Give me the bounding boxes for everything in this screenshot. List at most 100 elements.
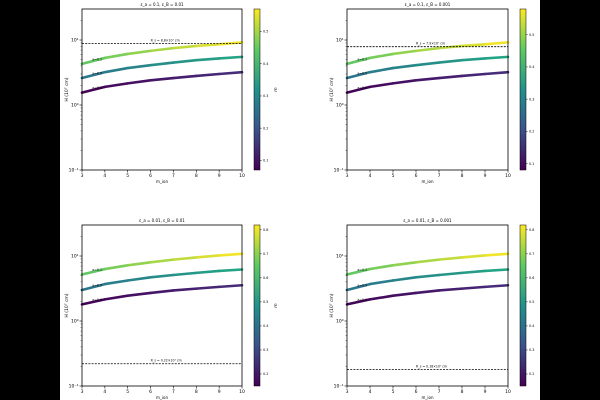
data-point	[392, 53, 394, 55]
colorbar-tick-label: 0.8	[529, 228, 534, 232]
data-point	[172, 258, 175, 261]
data-point	[126, 279, 129, 282]
data-point	[195, 271, 198, 274]
x-tick-label: 7	[172, 173, 175, 179]
series-line-segment	[483, 55, 510, 60]
series-line-segment	[368, 279, 395, 286]
series-line-segment	[414, 289, 441, 295]
data-point	[172, 274, 175, 276]
data-point	[484, 57, 486, 60]
colorbar-tick-label: 0.5	[529, 300, 534, 304]
panel-title: ε_a = 0.1, ε_B = 0.01	[140, 2, 184, 7]
series-line-segment	[149, 46, 175, 53]
series-line-segment	[103, 294, 130, 301]
x-tick-label: 7	[172, 389, 175, 395]
series-line-segment	[483, 283, 510, 289]
rs-line-label: R_s = 8.8×10⁷ cm	[151, 39, 180, 43]
rs-line-label: R_s = 0.18×10⁷ cm	[416, 364, 447, 368]
y-axis-label: H (10⁷ cm)	[329, 293, 335, 317]
series-label: a=0.5	[92, 72, 102, 76]
data-point	[461, 256, 463, 259]
series-line-segment	[345, 282, 372, 292]
data-point	[369, 298, 371, 301]
series-line-segment	[172, 271, 198, 277]
data-point	[369, 268, 371, 270]
colorbar-tick-label: 0.1	[263, 159, 268, 163]
x-tick-label: 7	[438, 389, 441, 395]
data-point	[461, 75, 463, 77]
colorbar-tick-label: 0.5	[263, 300, 268, 304]
series-line-segment	[483, 252, 510, 257]
panel-title: ε_a = 0.01, ε_B = 0.01	[139, 218, 185, 223]
series-label: a=0.1	[357, 57, 367, 61]
series-line-segment	[460, 57, 487, 62]
series-line-segment	[483, 41, 510, 46]
colorbar-tick-label: 0.3	[263, 348, 268, 352]
series-line-segment	[217, 283, 244, 289]
series-line-segment	[194, 254, 221, 259]
series-line-segment	[437, 271, 464, 277]
y-axis-label: H (10⁷ cm)	[64, 77, 70, 101]
x-tick-label: 3	[81, 389, 84, 395]
x-tick-label: 3	[81, 173, 84, 179]
series-line-segment	[414, 76, 441, 82]
data-point	[438, 274, 440, 276]
series-line-segment	[414, 46, 441, 53]
series-line-segment	[483, 268, 510, 273]
x-tick-label: 9	[484, 173, 487, 179]
series-line-segment	[345, 267, 372, 276]
plot-frame	[346, 224, 509, 387]
data-point	[149, 64, 152, 67]
series-line-segment	[391, 276, 418, 282]
data-point	[392, 294, 394, 297]
figure-svg: ε_a = 0.1, ε_B = 0.01 a=0.1 a=0.5 a=0.9 R_s …	[64, 2, 534, 400]
series-line-segment	[391, 78, 418, 85]
data-point	[392, 67, 394, 69]
y-axis-label: H (10⁷ cm)	[329, 77, 335, 101]
data-point	[484, 73, 486, 75]
plot-frame	[81, 8, 243, 171]
series-line-segment	[126, 78, 152, 85]
data-point	[438, 47, 440, 50]
data-point	[415, 64, 417, 67]
colorbar-tick-label: 0.2	[529, 130, 534, 134]
series-line-segment	[103, 263, 130, 271]
series-line-segment	[437, 287, 464, 292]
x-tick-label: 4	[369, 389, 372, 395]
x-tick-label: 5	[392, 173, 395, 179]
data-point	[392, 264, 394, 267]
series-line-segment	[345, 56, 372, 66]
series-line-segment	[149, 289, 175, 295]
series-line-segment	[345, 298, 372, 306]
series-line-segment	[460, 285, 487, 290]
series-label: a=0.9	[357, 86, 367, 90]
colorbar	[253, 8, 261, 171]
x-tick-label: 5	[126, 389, 129, 395]
series-line-segment	[126, 63, 152, 70]
series-line-segment	[345, 70, 372, 80]
colorbar-tick-label: 0.2	[263, 372, 268, 376]
colorbar-tick-label: 0.4	[263, 324, 268, 328]
x-tick-label: 5	[126, 173, 129, 179]
series-line-segment	[414, 258, 441, 264]
data-point	[195, 256, 198, 259]
colorbar-tick-label: 0.7	[529, 252, 534, 256]
series-line-segment	[391, 291, 418, 298]
series-line-segment	[126, 261, 152, 267]
data-point	[218, 270, 221, 272]
data-point	[461, 287, 463, 290]
panel-title: ε_a = 0.01, ε_B = 0.001	[403, 218, 452, 223]
series-line-segment	[80, 56, 107, 66]
data-point	[195, 45, 198, 47]
x-tick-label: 3	[346, 173, 349, 179]
x-axis-label: m_ion	[156, 395, 168, 400]
plot-frame	[346, 8, 509, 171]
y-tick-label: 10¹	[71, 38, 79, 44]
series-label: a=0.1	[92, 57, 102, 61]
colorbar-tick-label: 0.8	[263, 228, 268, 232]
series-line-segment	[103, 66, 130, 74]
data-point	[172, 289, 175, 292]
data-point	[149, 49, 152, 52]
series-line-segment	[172, 44, 198, 50]
x-tick-label: 7	[438, 173, 441, 179]
